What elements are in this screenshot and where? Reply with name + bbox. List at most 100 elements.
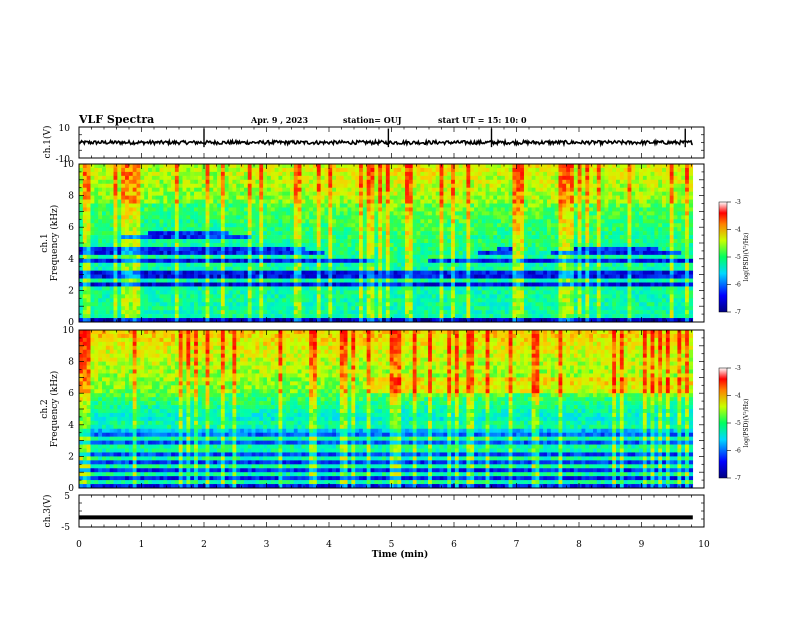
p2-heat-cell — [386, 204, 390, 208]
p2-heat-cell — [420, 215, 424, 219]
p2-heat-cell — [367, 302, 371, 306]
p2-heat-cell — [213, 176, 217, 180]
p2-heat-cell — [91, 196, 95, 200]
p2-heat-cell — [298, 271, 302, 275]
p2-heat-cell — [144, 310, 148, 314]
p2-heat-cell — [505, 184, 509, 188]
p2-heat-cell — [129, 279, 133, 283]
p2-heat-cell — [186, 275, 190, 279]
p2-heat-cell — [466, 290, 470, 294]
p2-heat-cell — [382, 279, 386, 283]
p2-heat-cell — [363, 227, 367, 231]
p2-heat-cell — [466, 196, 470, 200]
p2-heat-cell — [401, 255, 405, 259]
p2-heat-cell — [259, 176, 263, 180]
p2-heat-cell — [417, 184, 421, 188]
p2-heat-cell — [94, 286, 98, 290]
p2-heat-cell — [447, 298, 451, 302]
p2-heat-cell — [367, 176, 371, 180]
p2-heat-cell — [267, 302, 271, 306]
p2-heat-cell — [117, 314, 121, 318]
p2-heat-cell — [275, 164, 279, 168]
p2-heat-cell — [371, 231, 375, 235]
p2-heat-cell — [351, 251, 355, 255]
p2-heat-cell — [206, 279, 210, 283]
p2-heat-cell — [509, 263, 513, 267]
p2-heat-cell — [152, 200, 156, 204]
p2-heat-cell — [470, 310, 474, 314]
p2-heat-cell — [478, 302, 482, 306]
p2-heat-cell — [547, 263, 551, 267]
p2-heat-cell — [432, 298, 436, 302]
p2-heat-cell — [486, 207, 490, 211]
p2-heat-cell — [232, 290, 236, 294]
p2-heat-cell — [114, 211, 118, 215]
p2-heat-cell — [102, 275, 106, 279]
p2-heat-cell — [290, 247, 294, 251]
p2-heat-cell — [355, 306, 359, 310]
p2-heat-cell — [129, 306, 133, 310]
p2-heat-cell — [217, 227, 221, 231]
p2-heat-cell — [236, 310, 240, 314]
p2-heat-cell — [493, 239, 497, 243]
p2-heat-cell — [509, 219, 513, 223]
p2-heat-cell — [171, 180, 175, 184]
p2-heat-cell — [286, 239, 290, 243]
p2-heat-cell — [463, 302, 467, 306]
p2-heat-cell — [463, 306, 467, 310]
p2-heat-cell — [348, 184, 352, 188]
p2-heat-cell — [209, 227, 213, 231]
p2-heat-cell — [140, 215, 144, 219]
p2-heat-cell — [206, 184, 210, 188]
p2-heat-cell — [359, 204, 363, 208]
p2-heat-cell — [455, 298, 459, 302]
p2-heat-cell — [351, 215, 355, 219]
p2-heat-cell — [386, 196, 390, 200]
p2-heat-cell — [363, 176, 367, 180]
p2-heat-cell — [305, 243, 309, 247]
p2-heat-cell — [278, 286, 282, 290]
p2-heat-cell — [497, 283, 501, 287]
p2-heat-cell — [236, 223, 240, 227]
p2-heat-cell — [524, 259, 528, 263]
p2-heat-cell — [240, 294, 244, 298]
p2-heat-cell — [163, 283, 167, 287]
p2-heat-cell — [478, 176, 482, 180]
p2-heat-cell — [229, 231, 233, 235]
p2-heat-cell — [455, 275, 459, 279]
p2-heat-cell — [516, 176, 520, 180]
p2-heat-cell — [539, 211, 543, 215]
p2-heat-cell — [252, 192, 256, 196]
p2-heat-cell — [390, 192, 394, 196]
p2-heat-cell — [497, 172, 501, 176]
p2-heat-cell — [482, 279, 486, 283]
p2-heat-cell — [555, 235, 559, 239]
p2-heat-cell — [83, 259, 87, 263]
p2-heat-cell — [117, 286, 121, 290]
p2-heat-cell — [359, 255, 363, 259]
p2-heat-cell — [282, 294, 286, 298]
p2-heat-cell — [221, 211, 225, 215]
p2-heat-cell — [248, 192, 252, 196]
p2-heat-cell — [175, 200, 179, 204]
p2-heat-cell — [405, 204, 409, 208]
p2-heat-cell — [328, 196, 332, 200]
p2-heat-cell — [486, 251, 490, 255]
p2-heat-cell — [451, 196, 455, 200]
p2-heat-cell — [255, 251, 259, 255]
p2-heat-cell — [282, 239, 286, 243]
p2-heat-cell — [183, 215, 187, 219]
p2-heat-cell — [290, 302, 294, 306]
p2-heat-cell — [144, 200, 148, 204]
p2-heat-cell — [486, 290, 490, 294]
p2-heat-cell — [229, 204, 233, 208]
p2-heat-cell — [413, 188, 417, 192]
p2-heat-cell — [470, 188, 474, 192]
p2-heat-cell — [252, 235, 256, 239]
p2-heat-cell — [420, 306, 424, 310]
p2-heat-cell — [255, 279, 259, 283]
p2-heat-cell — [420, 259, 424, 263]
p2-heat-cell — [148, 310, 152, 314]
p2-heat-cell — [229, 294, 233, 298]
p2-heat-cell — [209, 271, 213, 275]
